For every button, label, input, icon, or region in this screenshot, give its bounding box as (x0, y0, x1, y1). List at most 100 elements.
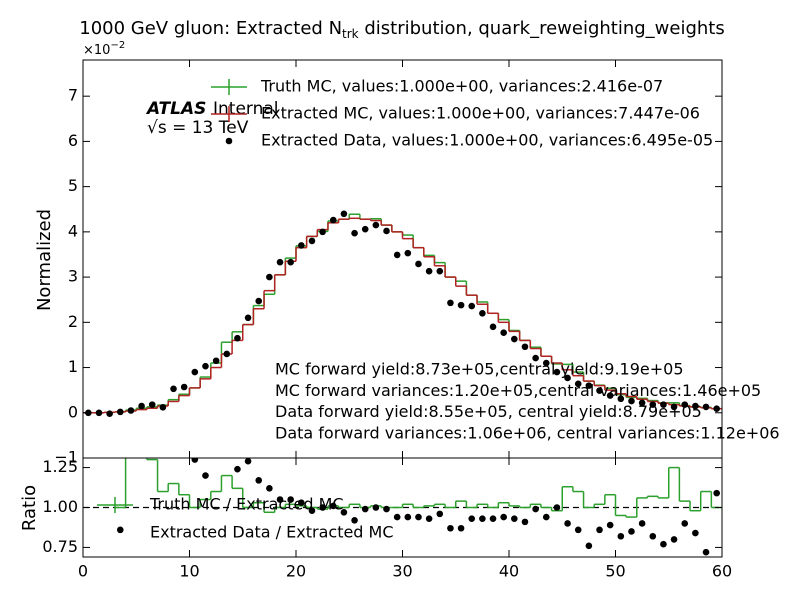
y-axis-label: Normalized (34, 209, 55, 311)
data-point (393, 251, 401, 259)
data-point (489, 323, 497, 331)
data-point (713, 405, 720, 413)
data-point (383, 505, 390, 513)
data-point (181, 440, 188, 447)
data-point (351, 516, 358, 524)
annotation: Data forward variances:1.06e+06, central… (275, 423, 780, 442)
data-point (649, 401, 657, 408)
data-point (308, 507, 316, 514)
data-point (255, 297, 263, 305)
y-tick-label: 3 (68, 267, 78, 286)
data-point (681, 401, 689, 408)
y-tick-label: 2 (68, 312, 78, 331)
data-point (170, 432, 177, 439)
data-point (234, 465, 241, 473)
data-point (500, 513, 507, 521)
data-point (340, 508, 348, 516)
data-point (361, 505, 369, 513)
data-point (372, 221, 380, 229)
y-tick-label: 1 (68, 357, 78, 376)
legend-label: Truth MC, values:1.000e+00, variances:2.… (260, 77, 663, 96)
ratio-y-axis-label: Ratio (19, 485, 40, 531)
data-point (681, 520, 689, 527)
annotation: MC forward variances:1.20e+05,central va… (275, 381, 761, 400)
data-point (500, 329, 507, 337)
data-point (702, 403, 710, 411)
data-point (148, 401, 156, 408)
data-point (191, 368, 199, 376)
data-point (702, 548, 710, 556)
data-point (215, 458, 217, 459)
data-point (298, 242, 305, 249)
y-tick-label: 5 (68, 176, 78, 195)
data-point (574, 526, 582, 534)
legend-marker (225, 137, 233, 145)
data-point (574, 380, 582, 388)
annotation: MC forward yield:8.73e+05,central yield:… (275, 360, 684, 379)
data-point (383, 227, 390, 235)
data-point (638, 399, 646, 407)
y-tick-label: 6 (68, 131, 78, 150)
data-point (223, 440, 230, 447)
data-point (372, 504, 380, 511)
atlas-label: ATLAS (145, 99, 206, 119)
data-point (628, 397, 635, 405)
x-tick-label: 40 (499, 562, 519, 581)
data-point (489, 515, 497, 522)
data-point (276, 496, 284, 503)
data-point (553, 368, 561, 376)
y-tick-label: 0 (68, 402, 78, 421)
data-point (202, 362, 209, 370)
data-point (564, 374, 571, 382)
x-tick-label: 10 (179, 562, 199, 581)
x-tick-label: 50 (605, 562, 625, 581)
data-point (457, 524, 465, 532)
data-point (415, 260, 422, 268)
data-point (532, 505, 539, 513)
data-point (361, 225, 369, 233)
data-point (542, 513, 550, 521)
data-point (180, 383, 188, 391)
data-point (276, 258, 284, 266)
data-point (447, 524, 454, 532)
data-point (511, 335, 518, 343)
data-point (511, 515, 518, 522)
data-point (138, 402, 145, 410)
data-point (713, 489, 720, 497)
data-point (329, 216, 337, 224)
data-point (308, 237, 316, 245)
data-point (606, 521, 614, 529)
data-point (266, 485, 273, 492)
x-tick-label: 60 (712, 562, 732, 581)
data-point (542, 359, 550, 367)
data-point (596, 526, 603, 534)
data-point (159, 404, 167, 411)
data-point (479, 309, 486, 317)
y-tick-label: 4 (68, 221, 78, 240)
data-point (319, 228, 326, 236)
legend-label: Truth MC / Extracted MC (149, 495, 344, 514)
data-point (287, 258, 294, 266)
data-point (532, 354, 539, 362)
data-point (244, 314, 252, 322)
data-point (617, 532, 625, 540)
data-point (234, 334, 241, 342)
data-point (468, 302, 476, 310)
annotation: Data forward yield:8.55e+05, central yie… (275, 402, 702, 421)
y-tick-label: 1.00 (42, 497, 78, 516)
data-point (596, 387, 603, 394)
data-point (521, 518, 529, 526)
chart-title: 1000 GeV gluon: Extracted Ntrk distribut… (79, 18, 725, 41)
data-point (425, 515, 433, 522)
data-point (564, 520, 571, 527)
legends: Truth MC, values:1.000e+00, variances:2.… (97, 77, 780, 542)
data-point (585, 382, 593, 389)
data-point (617, 395, 625, 403)
data-point (106, 410, 113, 417)
data-point (266, 273, 273, 281)
data-point (404, 249, 412, 257)
data-point (649, 532, 657, 540)
data-point (606, 392, 614, 399)
legend-label: Extracted MC, values:1.000e+00, variance… (261, 104, 700, 123)
data-point (116, 408, 124, 416)
